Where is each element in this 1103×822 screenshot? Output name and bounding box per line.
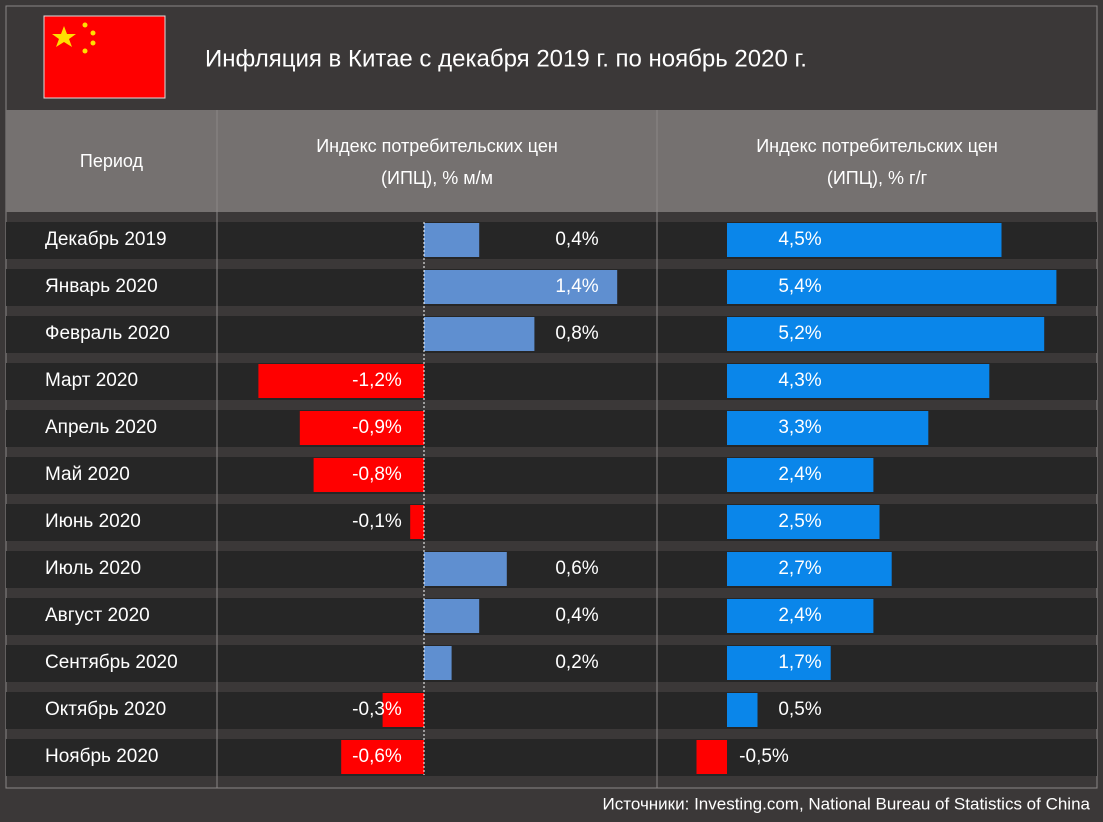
bar: [424, 599, 480, 633]
value-label: 4,3%: [778, 370, 821, 391]
bar: [424, 223, 480, 257]
value-label: 5,4%: [778, 276, 821, 297]
bar: [341, 740, 424, 774]
category-label: Октябрь 2020: [45, 699, 166, 720]
row-background: [6, 410, 1097, 447]
value-label: 2,4%: [778, 605, 821, 626]
value-label: -0,1%: [352, 511, 402, 532]
category-label: Январь 2020: [45, 276, 158, 297]
flag: [43, 15, 166, 99]
value-label: 5,2%: [778, 323, 821, 344]
value-label: -0,5%: [739, 746, 789, 767]
bar: [410, 505, 424, 539]
category-label: Июнь 2020: [45, 511, 141, 532]
row-background: [6, 645, 1097, 682]
value-label: 2,5%: [778, 511, 821, 532]
bar: [424, 646, 452, 680]
value-label: 1,7%: [778, 652, 821, 673]
value-label: 2,7%: [778, 558, 821, 579]
bar: [424, 552, 507, 586]
bar: [382, 693, 424, 727]
source: Источники: Investing.com, National Burea…: [603, 794, 1091, 813]
category-label: Декабрь 2019: [45, 229, 167, 250]
bar: [727, 552, 892, 586]
category-label: Сентябрь 2020: [45, 652, 178, 673]
column-header: Индекс потребительских цен (ИПЦ), % г/г: [756, 136, 998, 188]
value-label: 1,4%: [555, 276, 598, 297]
category-label: Июль 2020: [45, 558, 141, 579]
bar: [727, 505, 880, 539]
value-label: 4,5%: [778, 229, 821, 250]
value-label: 0,4%: [555, 605, 598, 626]
value-label: -0,9%: [352, 417, 402, 438]
value-label: -0,8%: [352, 464, 402, 485]
category-label: Ноябрь 2020: [45, 746, 158, 767]
category-label: Апрель 2020: [45, 417, 157, 438]
value-label: 2,4%: [778, 464, 821, 485]
category-label: Февраль 2020: [45, 323, 170, 344]
bar: [727, 317, 1045, 351]
value-label: 3,3%: [778, 417, 821, 438]
value-label: 0,4%: [555, 229, 598, 250]
bar: [424, 317, 535, 351]
row-background: [6, 739, 1097, 776]
category-header: Период: [79, 151, 144, 171]
bar: [313, 458, 424, 492]
chart-title: Инфляция в Китае с декабря 2019 г. по но…: [205, 45, 807, 72]
bar: [727, 458, 874, 492]
category-label: Март 2020: [45, 370, 138, 391]
bar: [727, 364, 990, 398]
row-background: [6, 504, 1097, 541]
bar: [727, 693, 758, 727]
value-label: -1,2%: [352, 370, 402, 391]
bar: [696, 740, 727, 774]
value-label: 0,8%: [555, 323, 598, 344]
row-background: [6, 598, 1097, 635]
bar: [424, 270, 618, 304]
row-background: [6, 457, 1097, 494]
bar: [727, 223, 1002, 257]
bar: [258, 364, 424, 398]
value-label: 0,2%: [555, 652, 598, 673]
value-label: -0,6%: [352, 746, 402, 767]
row-background: [6, 692, 1097, 729]
bar: [727, 411, 929, 445]
bar: [727, 599, 874, 633]
bar: [727, 270, 1057, 304]
bar: [727, 646, 831, 680]
value-label: 0,6%: [555, 558, 598, 579]
value-label: -0,3%: [352, 699, 402, 720]
value-label: 0,5%: [778, 699, 821, 720]
category-label: Август 2020: [45, 605, 150, 626]
category-label: Май 2020: [45, 464, 130, 485]
column-header: Индекс потребительских цен (ИПЦ), % м/м: [316, 136, 558, 188]
row-background: [6, 551, 1097, 588]
header-row: [6, 110, 1097, 212]
bar: [299, 411, 424, 445]
